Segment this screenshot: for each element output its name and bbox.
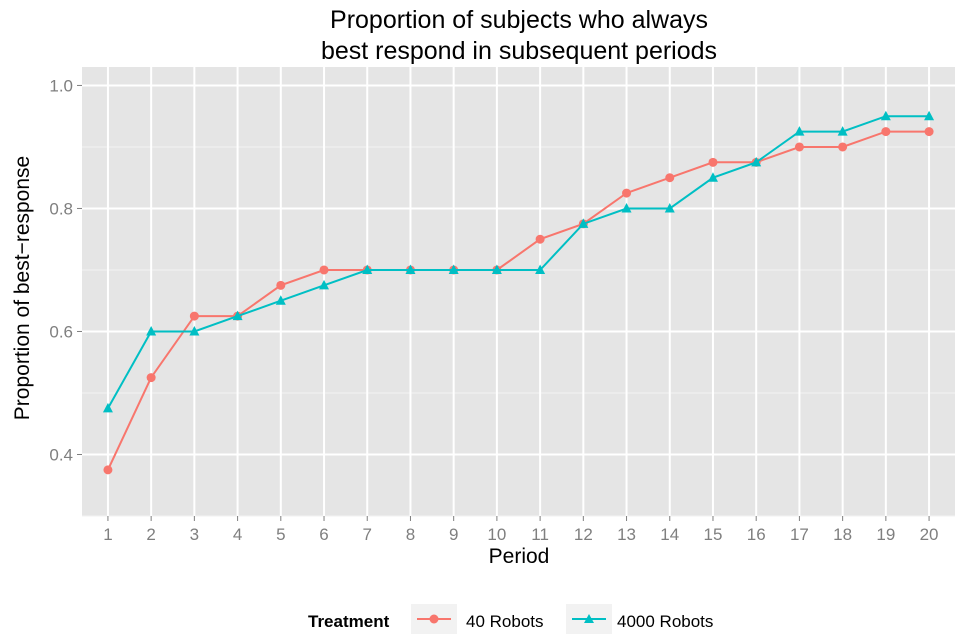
x-tick-label: 9: [449, 525, 458, 544]
x-axis: 1 2 3 4 5 6 7 8 9 10 11 12 13 14 15 16 17 18 19 20: [103, 516, 939, 544]
x-tick-label: 20: [920, 525, 939, 544]
plot-panel: [82, 67, 955, 516]
data-point-40-robots: [924, 127, 934, 137]
data-point-40-robots: [794, 142, 804, 152]
data-point-40-robots: [881, 127, 891, 137]
legend-marker-40-robots: [429, 614, 439, 624]
y-tick-label: 0.4: [49, 445, 73, 464]
data-point-4000-robots: [189, 325, 200, 336]
chart-title-line-1: Proportion of subjects who always: [330, 6, 708, 34]
x-tick-label: 2: [146, 525, 155, 544]
gridlines: [82, 67, 955, 517]
data-point-4000-robots: [837, 126, 848, 136]
data-point-4000-robots: [794, 126, 805, 136]
data-point-40-robots: [665, 173, 675, 183]
x-tick-label: 13: [617, 525, 636, 544]
data-point-4000-robots: [405, 264, 416, 274]
x-tick-label: 1: [103, 525, 112, 544]
x-tick-label: 3: [190, 525, 199, 544]
x-tick-label: 16: [747, 525, 766, 544]
x-tick-label: 15: [704, 525, 723, 544]
data-point-4000-robots: [924, 110, 935, 121]
x-tick-label: 19: [876, 525, 895, 544]
data-point-4000-robots: [448, 264, 459, 274]
x-axis-title: Period: [489, 545, 550, 568]
legend-item-40-robots: 40 Robots: [411, 604, 544, 634]
data-point-4000-robots: [880, 110, 891, 121]
data-point-40-robots: [622, 188, 632, 198]
x-tick-label: 8: [406, 525, 415, 544]
data-point-4000-robots: [275, 295, 286, 305]
data-point-40-robots: [189, 311, 199, 321]
x-tick-label: 18: [833, 525, 852, 544]
y-tick-label: 0.6: [49, 322, 73, 341]
chart-title-line-2: best respond in subsequent periods: [321, 37, 717, 65]
data-point-4000-robots: [751, 156, 762, 167]
series-40-robots: [103, 127, 934, 475]
data-point-4000-robots: [664, 202, 675, 213]
data-point-4000-robots: [362, 264, 373, 274]
legend-title: Treatment: [308, 612, 390, 631]
data-point-40-robots: [708, 157, 718, 167]
x-tick-label: 11: [531, 525, 549, 544]
data-point-4000-robots: [146, 325, 157, 336]
data-point-4000-robots: [535, 264, 546, 274]
data-point-40-robots: [146, 373, 156, 383]
y-tick-label: 1.0: [49, 76, 73, 95]
x-tick-label: 5: [276, 525, 285, 544]
data-point-4000-robots: [707, 172, 718, 182]
data-point-4000-robots: [102, 402, 113, 413]
data-point-4000-robots: [621, 202, 632, 213]
data-point-40-robots: [838, 142, 848, 152]
data-point-40-robots: [535, 234, 545, 244]
series-line-40-robots: [106, 130, 930, 471]
data-point-4000-robots: [491, 264, 502, 274]
legend-label-40-robots: 40 Robots: [466, 612, 544, 631]
x-tick-label: 14: [660, 525, 679, 544]
data-point-40-robots: [103, 465, 113, 475]
legend-item-4000-robots: 4000 Robots: [566, 604, 713, 634]
series-layer: [102, 110, 935, 475]
x-tick-label: 12: [574, 525, 593, 544]
x-tick-label: 10: [487, 525, 506, 544]
legend: Treatment 40 Robots 4000 Robots: [308, 604, 713, 634]
series-4000-robots: [102, 110, 935, 413]
x-tick-label: 17: [790, 525, 809, 544]
data-point-4000-robots: [578, 218, 589, 228]
data-point-40-robots: [276, 280, 286, 290]
data-point-40-robots: [319, 265, 329, 275]
series-line-4000-robots: [107, 115, 930, 409]
legend-marker-4000-robots: [584, 614, 594, 623]
y-axis-title: Proportion of best−response: [11, 156, 34, 420]
x-tick-label: 4: [233, 525, 242, 544]
legend-label-4000-robots: 4000 Robots: [617, 612, 713, 631]
data-point-4000-robots: [319, 279, 330, 290]
y-tick-label: 0.8: [49, 199, 73, 218]
x-tick-label: 6: [319, 525, 328, 544]
x-tick-label: 7: [363, 525, 372, 544]
y-axis: 0.4 0.6 0.8 1.0: [49, 76, 82, 464]
data-point-4000-robots: [232, 310, 243, 321]
